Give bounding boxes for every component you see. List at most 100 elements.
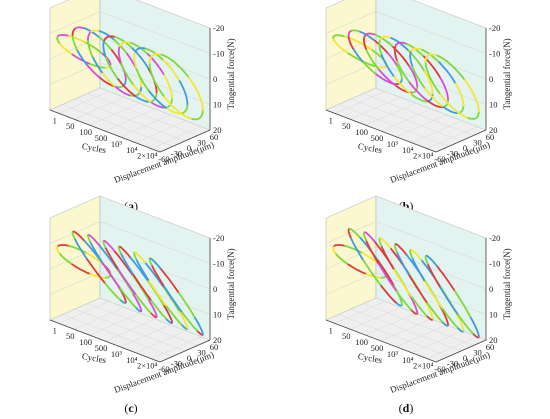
cycle-tick-label: 1 [53,115,57,125]
loop-segment [119,41,132,47]
force-tick-label: 0 [213,74,217,84]
loop-segment [71,27,77,36]
cycles-axis [49,319,161,363]
displacement-tick-label: 60 [486,132,495,142]
loop-segment [439,76,450,101]
force-tick-label: 10 [489,100,498,110]
force-axis-label: Tangential force(N) [226,248,236,319]
loop-segment [374,34,395,48]
grid-line [325,221,487,264]
loop-segment [101,261,121,289]
loop-segment [135,67,150,91]
grid-line [135,120,186,143]
loop-segment [409,50,414,67]
loop-segment [436,265,456,292]
cycles-axis-label: Cycles [81,351,107,365]
cycles-axis-label: Cycles [357,141,383,155]
loop-segment [376,259,395,287]
cycle-tick-label: 1 [53,325,57,335]
grid-line [151,126,202,149]
grid-line [89,312,140,336]
loop-segment [180,103,189,115]
loop-segment [425,254,439,268]
displacement-tick-label: 0 [187,353,191,363]
grid-line [350,307,401,330]
loop-segment [134,47,147,53]
loop-segment [101,71,116,87]
loop-segment [74,26,86,30]
loop-segment [118,286,137,308]
force-tick-label: -10 [489,49,500,59]
grid-line [325,195,487,239]
cycle-tick-label: 500 [95,133,108,143]
loop-segment [132,293,143,312]
cycle-tick-label: 10⁴ [126,355,138,365]
loop-segment [411,64,426,89]
panel-caption: (d) [399,401,414,415]
cycle-tick-label: 2×10⁴ [137,151,158,161]
loop-segment [374,40,389,54]
loop-segment [116,77,137,97]
loop-segment [377,67,397,87]
cycle-tick-label: 2×10⁴ [413,151,434,161]
force-tick-label: -20 [213,233,224,243]
loop-segment [359,30,377,42]
grid-line [49,62,211,105]
grid-line [74,97,125,120]
loop-segment [441,306,459,329]
displacement-tick-label: -30 [171,149,182,159]
force-tick-label: 0 [213,284,217,294]
loop-segment [70,262,90,275]
loop-segment [361,60,377,75]
loop-segment [102,39,107,58]
displacement-tick-label: -60 [434,154,445,164]
displacement-axis [435,339,487,363]
loop-segment [438,61,457,85]
cycle-tick-label: 10³ [111,139,123,149]
displacement-tick-label: 60 [210,342,219,352]
loop-6 [424,53,480,120]
displacement-tick-label: -30 [171,359,182,369]
loop-segment [466,110,480,120]
grid-line [49,221,211,264]
displacement-tick-label: -30 [447,359,458,369]
loop-4 [393,41,450,109]
loop-segment [119,252,134,275]
loop-segment [72,230,86,242]
loop-segment [410,93,428,103]
loop-segment [187,76,204,111]
force-tick-label: 20 [489,125,498,135]
loop-segment [393,44,398,61]
cycle-tick-label: 100 [79,127,92,137]
loop-2 [87,29,143,97]
loop-segment [103,281,121,301]
displacement-tick-label: 0 [463,353,467,363]
loop-segment [147,299,158,318]
grid-line [325,246,487,290]
loop-segment [392,267,413,298]
cycle-tick-label: 1 [329,325,333,335]
loop-segment [137,85,143,96]
loop-segment [407,80,428,101]
force-tick-label: 20 [213,335,222,345]
loop-segment [58,251,73,265]
grid-line [49,0,211,29]
loop-segment [103,35,117,41]
loop-segment [57,34,70,37]
loop-segment [332,34,346,39]
displacement-tick-label: 0 [463,143,467,153]
loop-segment [425,99,443,109]
loop-segment [454,82,465,107]
displacement-tick-label: 60 [210,132,219,142]
cycle-tick-label: 50 [342,331,351,341]
loop-segment [424,53,439,63]
loop-segment [380,245,395,270]
loop-segment [454,311,465,332]
loop-segment [373,64,388,69]
loop-segment [350,29,362,33]
loop-segment [423,70,434,95]
loop-segment [162,94,192,120]
loop-segment [145,262,165,288]
loop-segment [439,305,450,326]
